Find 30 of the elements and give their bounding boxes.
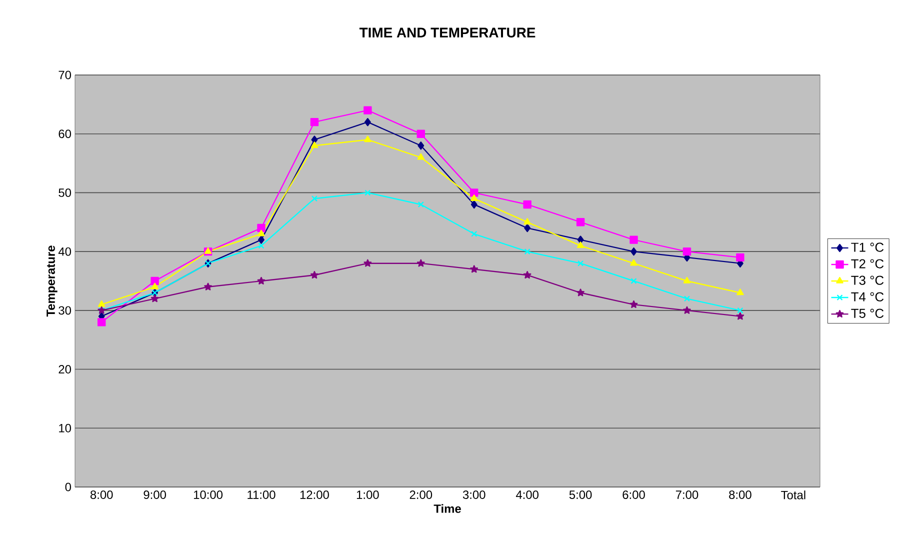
legend-label: T1 °C xyxy=(851,242,884,252)
legend-label: T5 °C xyxy=(851,308,884,318)
x-tick-label: Total xyxy=(781,490,806,500)
x-tick-label: 11:00 xyxy=(248,490,276,499)
y-tick-label: 30 xyxy=(58,306,72,315)
y-tick-label: 10 xyxy=(59,424,72,432)
x-tick-label: 1:00 xyxy=(356,490,379,499)
legend-label: T4 °C xyxy=(851,292,884,302)
x-tick-label: 3:00 xyxy=(462,490,486,499)
y-tick-label: 0 xyxy=(65,482,72,492)
x-tick-label: 6:00 xyxy=(622,490,645,499)
x-tick-label: 8:00 xyxy=(729,490,752,499)
y-tick-label: 50 xyxy=(58,188,72,197)
chart-title: TIME AND TEMPERATURE xyxy=(359,28,536,38)
y-tick-label: 70 xyxy=(58,70,72,80)
x-tick-label: 4:00 xyxy=(516,490,538,499)
x-tick-label: 7:00 xyxy=(676,490,698,499)
x-axis-title: Time xyxy=(434,504,461,513)
y-axis-title: Temperature xyxy=(46,246,58,317)
legend-label: T2 °C xyxy=(851,259,884,268)
x-tick-label: 12:00 xyxy=(300,490,329,499)
x-tick-label: 2:00 xyxy=(410,490,432,499)
x-tick-label: 9:00 xyxy=(144,490,166,499)
x-tick-label: 5:00 xyxy=(569,490,592,499)
y-tick-label: 40 xyxy=(58,247,72,256)
y-tick-label: 20 xyxy=(58,365,72,374)
legend-label: T3 °C xyxy=(851,276,884,285)
x-tick-label: 10:00 xyxy=(194,490,223,499)
y-tick-label: 60 xyxy=(58,130,72,138)
x-tick-label: 8:00 xyxy=(90,490,113,499)
